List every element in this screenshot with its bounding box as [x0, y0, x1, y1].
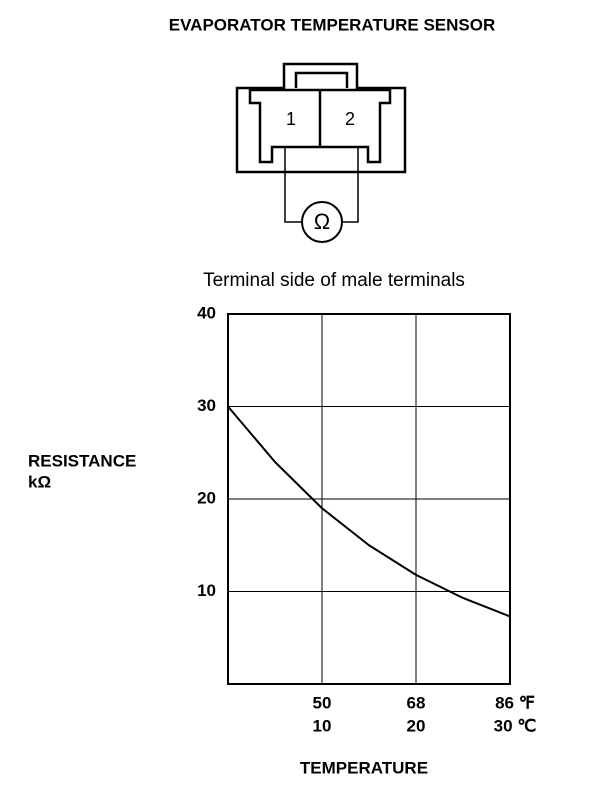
x-tick-label: 30 ℃ [494, 716, 537, 735]
y-tick-label: 10 [197, 581, 216, 600]
x2-tick-label: 68 [407, 693, 426, 712]
x2-tick-label: 50 [313, 693, 332, 712]
y-tick-label: 20 [197, 488, 216, 507]
x-tick-label: 10 [313, 716, 332, 735]
connector [235, 62, 407, 243]
y-tick-label: 30 [197, 396, 216, 415]
x-axis-label: TEMPERATURE [300, 758, 428, 777]
caption: Terminal side of male terminals [203, 270, 465, 291]
x2-tick-label: 86 ℉ [495, 693, 535, 712]
y-tick-label: 40 [197, 303, 216, 322]
meter-symbol: Ω [314, 209, 330, 234]
x-tick-label: 20 [407, 716, 426, 735]
y-axis-label: RESISTANCE [28, 451, 136, 470]
terminal-label: 2 [345, 109, 355, 129]
terminal-label: 1 [286, 109, 296, 129]
title: EVAPORATOR TEMPERATURE SENSOR [169, 15, 496, 34]
y-axis-unit: kΩ [28, 472, 51, 491]
curve [227, 405, 511, 618]
